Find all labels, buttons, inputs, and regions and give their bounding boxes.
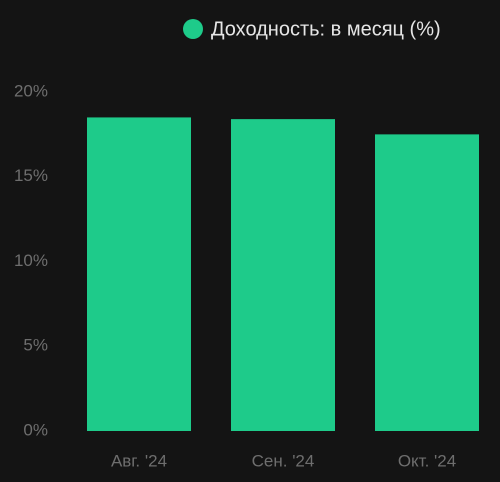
x-tick-label: Авг. '24	[111, 451, 167, 470]
y-tick-label: 10%	[14, 251, 48, 270]
x-tick-label: Окт. '24	[398, 451, 456, 470]
y-tick-label: 0%	[23, 420, 48, 439]
bar	[231, 119, 335, 432]
bar	[375, 134, 479, 431]
legend-marker	[183, 19, 203, 39]
legend-label: Доходность: в месяц (%)	[211, 18, 441, 40]
x-tick-label: Сен. '24	[252, 451, 315, 470]
y-tick-label: 15%	[14, 166, 48, 185]
y-tick-label: 20%	[14, 81, 48, 100]
bar	[87, 117, 191, 432]
y-tick-label: 5%	[23, 336, 48, 355]
